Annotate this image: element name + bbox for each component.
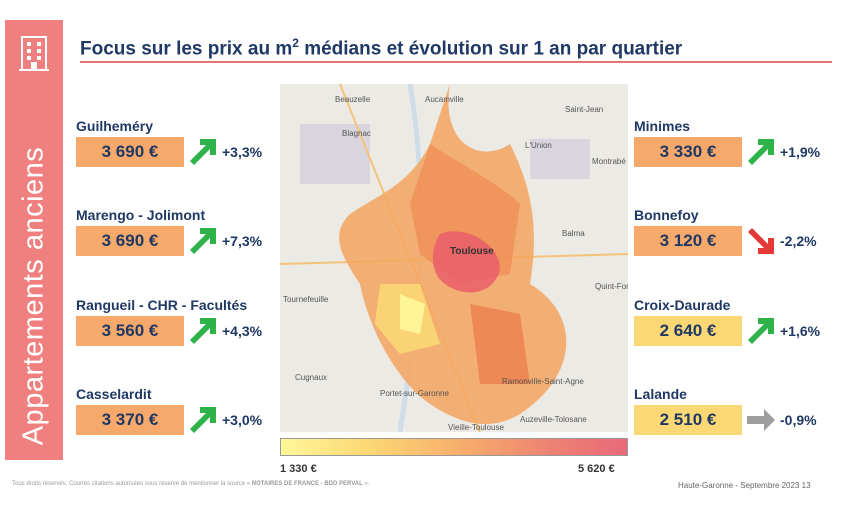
district-price: 3 120 € [634,226,742,256]
building-icon [19,36,49,71]
map-label-balma: Balma [562,229,585,238]
sidebar-banner: Appartements anciens [5,20,63,460]
price-color-scale [280,438,628,456]
trend-up-icon [190,228,216,254]
district-price: 2 510 € [634,405,742,435]
trend-up-icon [190,139,216,165]
trend-flat-icon [747,409,775,431]
district-name: Minimes [634,118,691,134]
district-name: Lalande [634,386,687,402]
district-evolution: +3,3% [222,144,263,160]
district-name: Rangueil - CHR - Facultés [76,297,248,313]
district-evolution: +1,9% [780,144,821,160]
district-evolution: +7,3% [222,233,263,249]
district-evolution: +3,0% [222,412,263,428]
map-label-quint: Quint-Fonsegrive [595,282,628,291]
map-label-aucamville: Aucamville [425,95,464,104]
district-price: 3 690 € [76,137,184,167]
district-price: 3 370 € [76,405,184,435]
district-name: Casselardit [76,386,152,402]
map-label-montrabe: Montrabé [592,157,626,166]
trend-down-icon [748,228,774,254]
district-evolution: +4,3% [222,323,263,339]
district-evolution: +1,6% [780,323,821,339]
map-label-lunion: L'Union [525,141,552,150]
district-evolution: -2,2% [780,233,817,249]
district-price: 3 560 € [76,316,184,346]
map-label-beauzelle: Beauzelle [335,95,371,104]
trend-up-icon [190,407,216,433]
district-price: 3 690 € [76,226,184,256]
toulouse-map: Beauzelle Aucamville Saint-Jean Blagnac … [280,84,628,432]
map-label-auzeville: Auzeville-Tolosane [520,415,587,424]
scale-min-label: 1 330 € [280,463,317,475]
footer-copyright: Tous droits réservés. Courtes citations … [12,481,370,487]
trend-up-icon [748,139,774,165]
sidebar-label: Appartements anciens [17,146,50,446]
map-label-tournefeuille: Tournefeuille [283,295,329,304]
district-name: Croix-Daurade [634,297,731,313]
title-underline [80,61,832,63]
map-label-vieille-toulouse: Vieille-Toulouse [448,423,504,432]
district-name: Bonnefoy [634,207,699,223]
trend-up-icon [748,318,774,344]
map-label-saint-jean: Saint-Jean [565,105,603,114]
district-evolution: -0,9% [780,412,817,428]
district-name: Guilheméry [76,118,154,134]
district-price: 2 640 € [634,316,742,346]
map-label-portet: Portet-sur-Garonne [380,389,449,398]
map-label-toulouse: Toulouse [450,246,494,257]
map-label-blagnac: Blagnac [342,129,371,138]
map-label-cugnaux: Cugnaux [295,373,327,382]
scale-max-label: 5 620 € [578,463,615,475]
page-title: Focus sur les prix au m2 médians et évol… [80,36,683,60]
district-name: Marengo - Jolimont [76,207,206,223]
map-label-ramonville: Ramonville-Saint-Agne [502,377,584,386]
district-price: 3 330 € [634,137,742,167]
footer-page-info: Haute-Garonne - Septembre 2023 13 [678,481,811,490]
trend-up-icon [190,318,216,344]
